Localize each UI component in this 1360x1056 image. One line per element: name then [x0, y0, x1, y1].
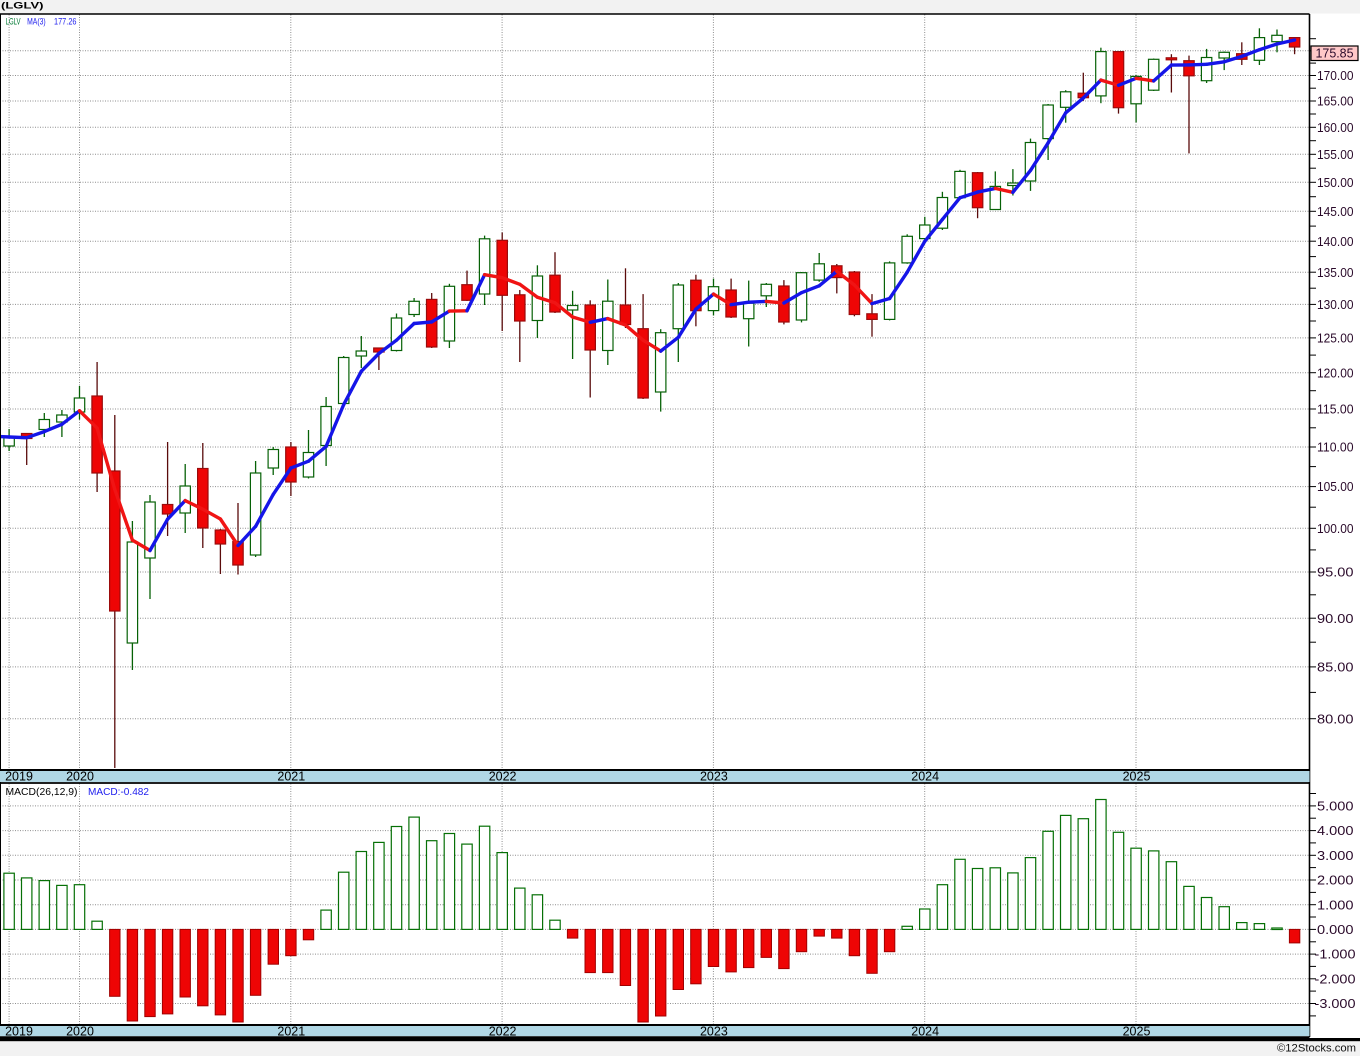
svg-text:0.000: 0.000	[1317, 922, 1354, 937]
svg-text:170.00: 170.00	[1317, 68, 1354, 83]
svg-text:2020: 2020	[66, 770, 94, 784]
svg-text:2021: 2021	[277, 770, 305, 784]
svg-text:3.000: 3.000	[1317, 848, 1354, 863]
svg-text:2021: 2021	[277, 1025, 305, 1039]
svg-text:MACD(26,12,9): MACD(26,12,9)	[6, 786, 78, 798]
svg-text:130.00: 130.00	[1317, 297, 1354, 312]
svg-text:135.00: 135.00	[1317, 265, 1354, 280]
svg-text:2025: 2025	[1123, 770, 1151, 784]
svg-text:105.00: 105.00	[1317, 479, 1354, 494]
svg-text:120.00: 120.00	[1317, 365, 1354, 380]
svg-text:-1.000: -1.000	[1315, 947, 1356, 962]
svg-text:2019: 2019	[5, 1025, 33, 1039]
svg-text:2024: 2024	[911, 770, 939, 784]
svg-text:125.00: 125.00	[1317, 331, 1354, 346]
svg-text:90.00: 90.00	[1317, 611, 1354, 626]
svg-text:MACD:-0.482: MACD:-0.482	[88, 786, 149, 798]
svg-text:2025: 2025	[1123, 1025, 1151, 1039]
svg-text:2022: 2022	[489, 1025, 517, 1039]
svg-text:-2.000: -2.000	[1315, 971, 1356, 986]
svg-text:160.00: 160.00	[1317, 120, 1354, 135]
svg-text:2023: 2023	[700, 770, 728, 784]
svg-text:177.26: 177.26	[54, 17, 77, 27]
svg-text:145.00: 145.00	[1317, 204, 1354, 219]
svg-text:95.00: 95.00	[1317, 565, 1354, 580]
svg-text:2019: 2019	[5, 770, 33, 784]
svg-text:LGLV: LGLV	[6, 17, 21, 27]
svg-text:2022: 2022	[489, 770, 517, 784]
svg-text:100.00: 100.00	[1317, 521, 1354, 536]
svg-text:2020: 2020	[66, 1025, 94, 1039]
svg-text:(LGLV): (LGLV)	[1, 1, 44, 12]
svg-text:110.00: 110.00	[1317, 440, 1354, 455]
svg-text:2024: 2024	[911, 1025, 939, 1039]
svg-text:1.000: 1.000	[1317, 897, 1354, 912]
svg-text:175.85: 175.85	[1316, 46, 1354, 61]
svg-text:150.00: 150.00	[1317, 175, 1354, 190]
svg-text:2023: 2023	[700, 1025, 728, 1039]
svg-text:85.00: 85.00	[1317, 660, 1354, 675]
svg-text:-3.000: -3.000	[1315, 996, 1356, 1011]
svg-text:115.00: 115.00	[1317, 402, 1354, 417]
svg-text:80.00: 80.00	[1317, 711, 1354, 726]
svg-text:155.00: 155.00	[1317, 147, 1354, 162]
svg-text:MA(3): MA(3)	[27, 17, 46, 27]
svg-text:©12Stocks.com: ©12Stocks.com	[1277, 1043, 1356, 1055]
svg-text:4.000: 4.000	[1317, 823, 1354, 838]
svg-text:165.00: 165.00	[1317, 94, 1354, 109]
svg-text:5.000: 5.000	[1317, 799, 1354, 814]
svg-text:140.00: 140.00	[1317, 234, 1354, 249]
svg-text:2.000: 2.000	[1317, 873, 1354, 888]
